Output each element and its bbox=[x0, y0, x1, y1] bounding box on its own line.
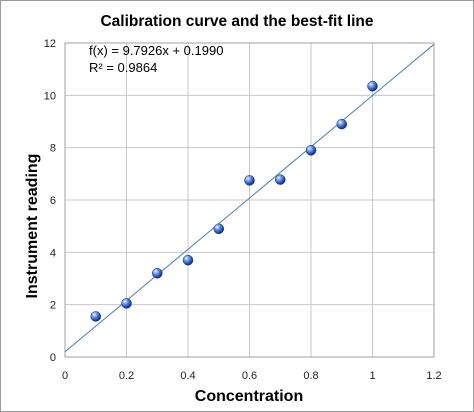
data-point bbox=[336, 118, 347, 130]
x-tick-label: 1 bbox=[369, 370, 375, 382]
x-tick-label: 0.2 bbox=[119, 370, 134, 382]
x-tick-labels: 0 0.2 0.4 0.6 0.8 1 1.2 bbox=[62, 370, 442, 382]
chart-title: Calibration curve and the best-fit line bbox=[100, 13, 373, 30]
y-tick-label: 8 bbox=[50, 143, 56, 155]
x-axis-label: Concentration bbox=[195, 388, 303, 405]
x-tick-label: 0.6 bbox=[242, 370, 257, 382]
data-point bbox=[305, 145, 317, 156]
y-tick-label: 4 bbox=[50, 247, 56, 259]
r-squared-annotation: R² = 0.9864 bbox=[89, 60, 157, 75]
data-point bbox=[121, 298, 132, 309]
y-tick-label: 6 bbox=[50, 195, 56, 207]
data-point bbox=[182, 254, 194, 266]
y-tick-label: 2 bbox=[50, 300, 56, 312]
data-point bbox=[213, 223, 224, 235]
x-tick-label: 0.4 bbox=[180, 370, 195, 382]
data-point bbox=[244, 175, 255, 186]
y-tick-label: 10 bbox=[44, 90, 56, 102]
x-tick-label: 0 bbox=[62, 370, 68, 382]
data-points bbox=[90, 80, 378, 322]
data-point bbox=[152, 268, 163, 279]
y-tick-label: 12 bbox=[44, 38, 56, 50]
fit-equation-annotation: f(x) = 9.7926x + 0.1990 bbox=[89, 43, 223, 58]
x-tick-label: 0.8 bbox=[303, 370, 318, 382]
plot-area bbox=[64, 42, 435, 358]
data-point bbox=[367, 80, 378, 92]
x-tick-label: 1.2 bbox=[426, 370, 441, 382]
y-tick-labels: 0 2 4 6 8 10 12 bbox=[44, 38, 56, 364]
y-tick-label: 0 bbox=[50, 352, 56, 364]
data-point bbox=[275, 174, 286, 185]
y-axis-label: Instrument reading bbox=[24, 154, 41, 299]
data-point bbox=[90, 311, 101, 322]
